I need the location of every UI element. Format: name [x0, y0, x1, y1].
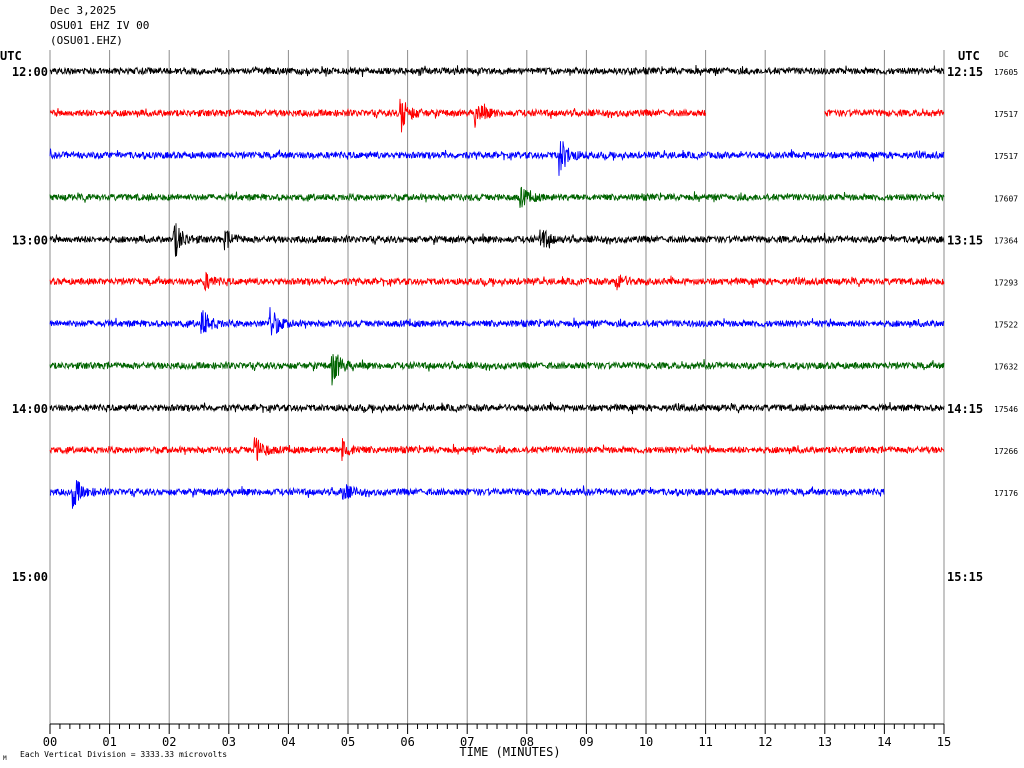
- left-time-label: 12:00: [12, 65, 48, 79]
- header-channel: (OSU01.EHZ): [50, 34, 123, 47]
- right-time-label: 13:15: [947, 233, 983, 247]
- footer-mark: M: [3, 755, 7, 762]
- right-time-label: 12:15: [947, 65, 983, 79]
- left-tz-label: UTC: [0, 49, 22, 63]
- x-tick-label-08: 08: [520, 735, 534, 749]
- trace-12:00: [49, 64, 945, 78]
- x-tick-label-11: 11: [698, 735, 712, 749]
- seismic-traces: [49, 64, 945, 509]
- dc-value-label: 17266: [994, 447, 1018, 456]
- left-time-label: 15:00: [12, 570, 48, 584]
- dc-value-label: 17176: [994, 489, 1018, 498]
- trace-12:30: [49, 141, 945, 176]
- x-tick-label-14: 14: [877, 735, 891, 749]
- x-tick-label-05: 05: [341, 735, 355, 749]
- trace-13:30: [49, 307, 945, 336]
- right-time-label: 15:15: [947, 570, 983, 584]
- trace-14:30: [49, 480, 885, 509]
- trace-14:15: [49, 437, 945, 462]
- x-tick-label-00: 00: [43, 735, 57, 749]
- vertical-division-note: Each Vertical Division = 3333.33 microvo…: [20, 750, 227, 759]
- x-tick-label-10: 10: [639, 735, 653, 749]
- dc-value-label: 17607: [994, 194, 1018, 203]
- dc-value-label: 17517: [994, 110, 1018, 119]
- trace-12:15: [824, 108, 945, 118]
- dc-value-label: 17293: [994, 279, 1018, 288]
- dc-value-label: 17605: [994, 68, 1018, 77]
- right-time-label: 14:15: [947, 402, 983, 416]
- dc-value-label: 17546: [994, 405, 1018, 414]
- left-time-label: 14:00: [12, 402, 48, 416]
- x-tick-label-06: 06: [400, 735, 414, 749]
- x-tick-label-07: 07: [460, 735, 474, 749]
- x-axis-title: TIME (MINUTES): [459, 745, 560, 759]
- left-time-label: 13:00: [12, 233, 48, 247]
- header-date: Dec 3,2025: [50, 4, 117, 17]
- dc-value-label: 17364: [994, 236, 1018, 245]
- trace-12:15: [50, 98, 706, 133]
- trace-13:00: [49, 223, 945, 257]
- minute-grid: [49, 50, 945, 724]
- right-tz-label: UTC: [958, 49, 980, 63]
- dc-header: DC: [999, 50, 1009, 59]
- x-tick-label-02: 02: [162, 735, 176, 749]
- dc-value-label: 17522: [994, 321, 1018, 330]
- header-station: OSU01 EHZ IV 00: [50, 19, 150, 32]
- x-tick-label-09: 09: [579, 735, 593, 749]
- trace-12:45: [49, 186, 945, 208]
- dc-value-label: 17517: [994, 152, 1018, 161]
- time-axis: 00 01 02 03 04 05 06 07 08 09 10 11 12 13 14 15: [43, 723, 951, 749]
- x-tick-label-15: 15: [937, 735, 951, 749]
- x-tick-label-04: 04: [281, 735, 295, 749]
- trace-14:00: [49, 401, 945, 415]
- trace-13:45: [49, 354, 945, 386]
- x-tick-label-01: 01: [102, 735, 116, 749]
- time-labels: 12:00 13:00 14:00 15:00 12:15 13:15 14:15 15:15…: [12, 65, 1018, 584]
- x-tick-label-03: 03: [222, 735, 236, 749]
- trace-13:15: [49, 271, 945, 292]
- dc-value-label: 17632: [994, 363, 1018, 372]
- x-tick-label-13: 13: [818, 735, 832, 749]
- x-tick-label-12: 12: [758, 735, 772, 749]
